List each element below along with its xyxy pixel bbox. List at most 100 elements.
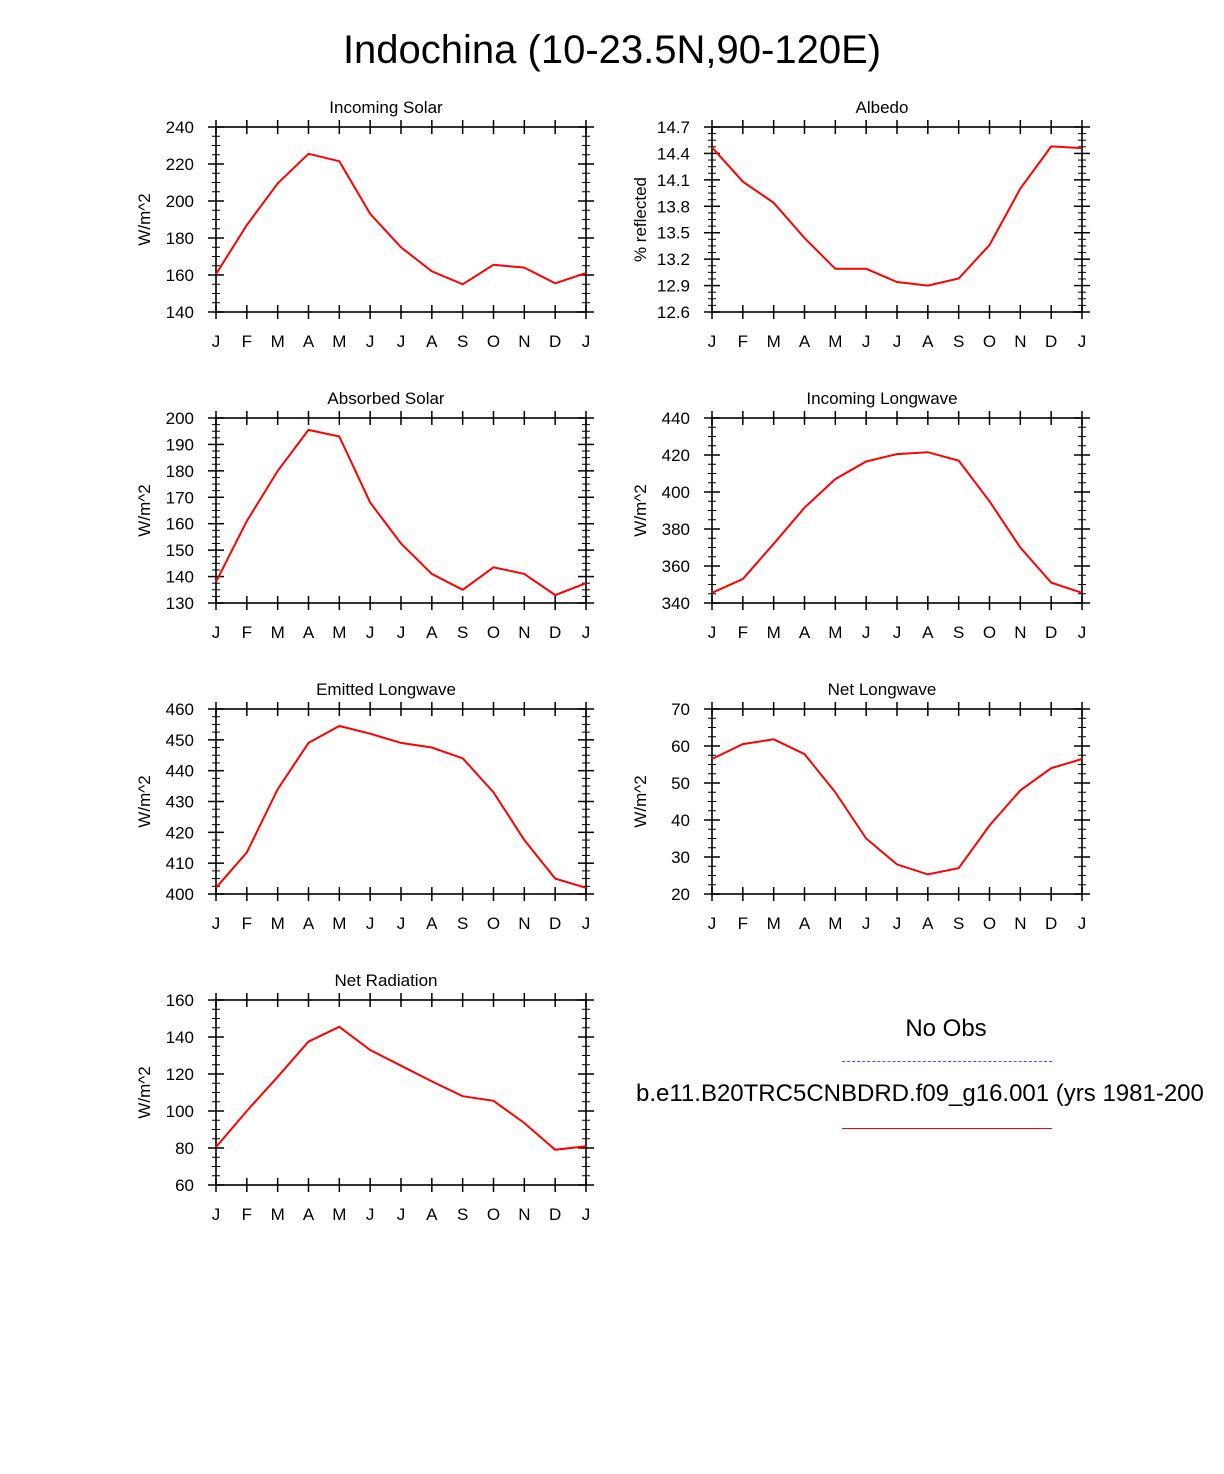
x-tick-label: M bbox=[332, 914, 346, 933]
x-tick-label: J bbox=[893, 332, 902, 351]
x-tick-label: J bbox=[708, 332, 717, 351]
x-tick-label: A bbox=[303, 914, 315, 933]
x-tick-label: S bbox=[953, 332, 964, 351]
x-tick-label: J bbox=[397, 914, 406, 933]
y-tick-label: 160 bbox=[166, 515, 194, 534]
x-tick-label: M bbox=[271, 914, 285, 933]
x-tick-label: J bbox=[1078, 914, 1087, 933]
chart-panel-3: J F M A M J J A S O N D J130140150160170180190200Abs… bbox=[135, 389, 594, 642]
x-tick-label: S bbox=[953, 623, 964, 642]
x-tick-label: A bbox=[922, 914, 934, 933]
x-tick-label: S bbox=[953, 914, 964, 933]
panel-title: Absorbed Solar bbox=[327, 389, 445, 408]
y-tick-label: 400 bbox=[662, 483, 690, 502]
x-tick-label: D bbox=[1045, 914, 1057, 933]
panel-title: Emitted Longwave bbox=[316, 680, 456, 699]
y-tick-label: 70 bbox=[671, 700, 690, 719]
y-tick-label: 440 bbox=[662, 409, 690, 428]
y-tick-label: 420 bbox=[166, 823, 194, 842]
x-tick-label: O bbox=[487, 332, 500, 351]
y-tick-label: 14.4 bbox=[657, 144, 690, 163]
x-tick-label: S bbox=[457, 914, 468, 933]
y-tick-label: 13.5 bbox=[657, 224, 690, 243]
x-tick-label: N bbox=[518, 332, 530, 351]
chart-panel-5: J F M A M J J A S O N D J400410420430440450460Emitte… bbox=[135, 680, 594, 933]
x-tick-label: J bbox=[212, 332, 221, 351]
x-tick-label: O bbox=[487, 623, 500, 642]
y-tick-label: 170 bbox=[166, 488, 194, 507]
legend-obs-label: No Obs bbox=[905, 1015, 987, 1042]
x-tick-label: M bbox=[332, 1205, 346, 1224]
x-tick-label: J bbox=[366, 332, 375, 351]
x-tick-label: M bbox=[767, 332, 781, 351]
x-tick-label: F bbox=[242, 1205, 252, 1224]
y-tick-label: 450 bbox=[166, 731, 194, 750]
x-tick-label: A bbox=[799, 332, 811, 351]
x-tick-label: J bbox=[1078, 332, 1087, 351]
x-tick-label: J bbox=[1078, 623, 1087, 642]
x-tick-label: A bbox=[799, 914, 811, 933]
x-tick-label: D bbox=[549, 914, 561, 933]
x-tick-label: M bbox=[332, 332, 346, 351]
x-tick-label: J bbox=[397, 332, 406, 351]
y-axis-label: % reflected bbox=[631, 177, 650, 262]
y-axis-label: W/m^2 bbox=[135, 1066, 154, 1118]
y-tick-label: 60 bbox=[175, 1176, 194, 1195]
x-tick-label: J bbox=[397, 623, 406, 642]
panel-title: Net Radiation bbox=[334, 971, 437, 990]
x-tick-label: J bbox=[366, 1205, 375, 1224]
x-tick-label: J bbox=[212, 914, 221, 933]
y-tick-label: 400 bbox=[166, 885, 194, 904]
y-tick-label: 13.2 bbox=[657, 250, 690, 269]
x-tick-label: J bbox=[582, 1205, 591, 1224]
x-tick-label: A bbox=[303, 332, 315, 351]
y-axis-label: W/m^2 bbox=[135, 484, 154, 536]
y-tick-label: 20 bbox=[671, 885, 690, 904]
chart-panel-2: J F M A M J J A S O N D J12.612.913.213.513.814.114.… bbox=[631, 98, 1090, 351]
legend-case-label: b.e11.B20TRC5CNBDRD.f09_g16.001 (yrs 198… bbox=[636, 1080, 1204, 1107]
x-tick-label: N bbox=[518, 1205, 530, 1224]
x-tick-label: A bbox=[922, 623, 934, 642]
x-tick-label: N bbox=[518, 914, 530, 933]
x-tick-label: N bbox=[518, 623, 530, 642]
x-tick-label: J bbox=[582, 332, 591, 351]
y-tick-label: 12.6 bbox=[657, 303, 690, 322]
x-tick-label: M bbox=[828, 914, 842, 933]
page-title: Indochina (10-23.5N,90-120E) bbox=[342, 28, 882, 72]
x-tick-label: M bbox=[828, 332, 842, 351]
plot-frame bbox=[711, 708, 1083, 895]
x-tick-label: A bbox=[922, 332, 934, 351]
plot-frame bbox=[215, 126, 587, 313]
series-line bbox=[711, 451, 1083, 594]
x-tick-label: J bbox=[582, 914, 591, 933]
x-tick-label: J bbox=[366, 914, 375, 933]
x-tick-label: J bbox=[708, 914, 717, 933]
y-tick-label: 360 bbox=[662, 557, 690, 576]
y-tick-label: 80 bbox=[175, 1139, 194, 1158]
x-tick-label: A bbox=[426, 914, 438, 933]
y-tick-label: 380 bbox=[662, 520, 690, 539]
x-tick-label: J bbox=[893, 914, 902, 933]
x-tick-label: N bbox=[1014, 332, 1026, 351]
y-axis-label: W/m^2 bbox=[631, 484, 650, 536]
y-tick-label: 180 bbox=[166, 462, 194, 481]
x-tick-label: J bbox=[582, 623, 591, 642]
y-tick-label: 120 bbox=[166, 1065, 194, 1084]
y-tick-label: 160 bbox=[166, 991, 194, 1010]
panel-title: Incoming Longwave bbox=[806, 389, 957, 408]
x-tick-label: J bbox=[862, 914, 871, 933]
series-line bbox=[215, 152, 587, 286]
x-tick-label: J bbox=[893, 623, 902, 642]
x-tick-label: M bbox=[271, 1205, 285, 1224]
x-tick-label: N bbox=[1014, 914, 1026, 933]
y-tick-label: 60 bbox=[671, 737, 690, 756]
y-tick-label: 150 bbox=[166, 541, 194, 560]
panel-title: Net Longwave bbox=[828, 680, 937, 699]
y-axis-label: W/m^2 bbox=[631, 775, 650, 827]
plot-frame bbox=[215, 417, 587, 604]
y-tick-label: 14.1 bbox=[657, 171, 690, 190]
y-tick-label: 140 bbox=[166, 1028, 194, 1047]
x-tick-label: J bbox=[708, 623, 717, 642]
y-tick-label: 200 bbox=[166, 192, 194, 211]
